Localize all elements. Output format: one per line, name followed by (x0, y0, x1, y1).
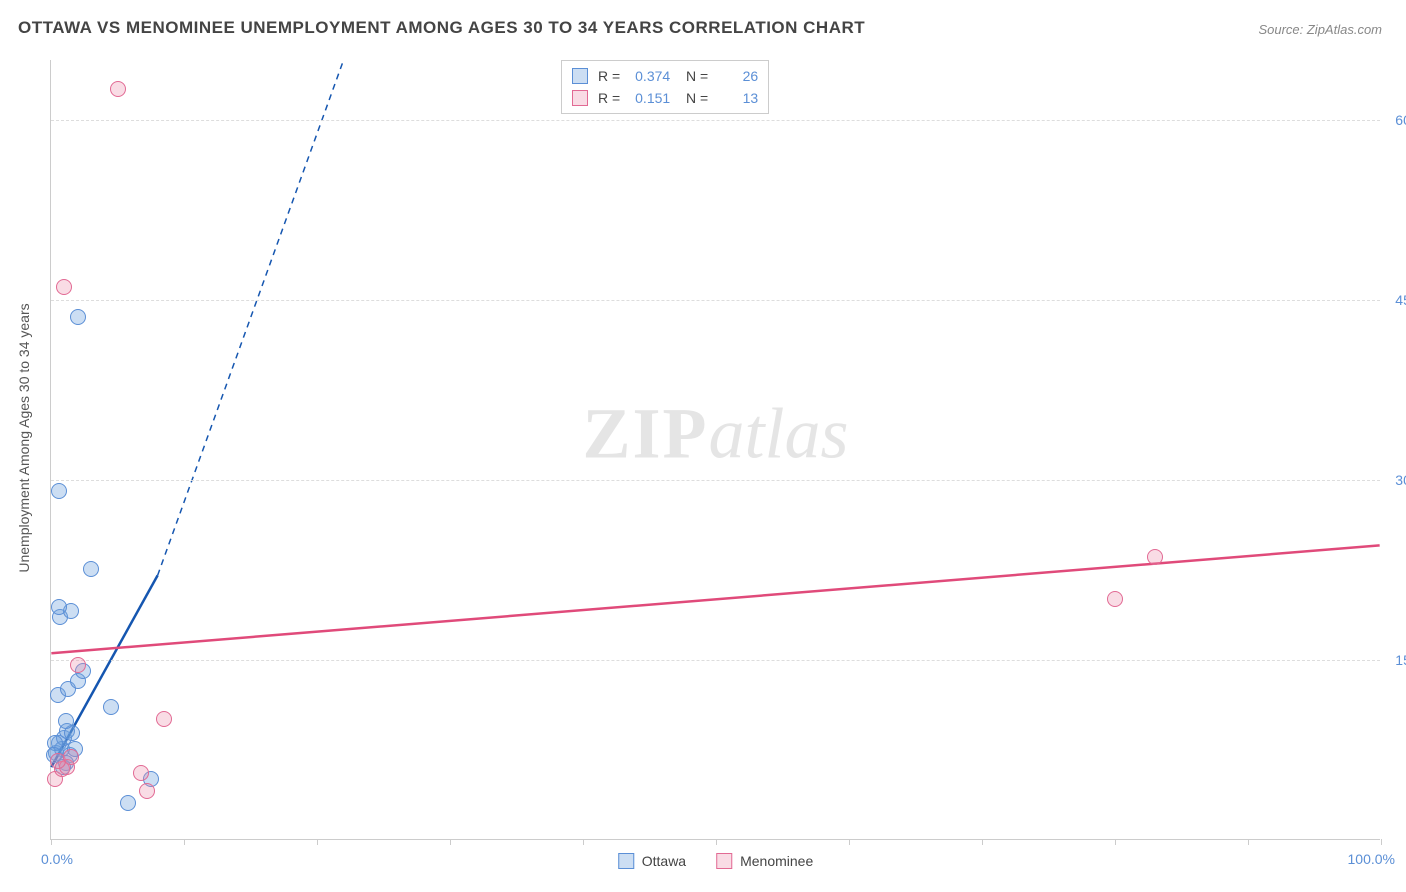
x-tick (982, 839, 983, 845)
legend-label: Ottawa (642, 853, 686, 869)
data-point-ottawa (103, 699, 119, 715)
x-tick (583, 839, 584, 845)
gridline (51, 660, 1380, 661)
x-axis-min-label: 0.0% (41, 851, 73, 867)
x-axis-max-label: 100.0% (1348, 851, 1395, 867)
legend-item-ottawa: Ottawa (618, 853, 686, 869)
stat-r-value: 0.374 (628, 65, 670, 87)
stat-n-value: 13 (716, 87, 758, 109)
stat-r-label: R = (598, 65, 620, 87)
data-point-menominee (139, 783, 155, 799)
data-point-ottawa (83, 561, 99, 577)
trendline-menominee (51, 545, 1379, 653)
stats-row-ottawa: R = 0.374 N = 26 (572, 65, 758, 87)
x-tick (716, 839, 717, 845)
stat-n-value: 26 (716, 65, 758, 87)
data-point-menominee (133, 765, 149, 781)
data-point-ottawa (120, 795, 136, 811)
legend-swatch-menominee (716, 853, 732, 869)
gridline (51, 120, 1380, 121)
stats-box: R = 0.374 N = 26 R = 0.151 N = 13 (561, 60, 769, 114)
plot-area: ZIPatlas R = 0.374 N = 26R = 0.151 N = 13 0.… (50, 60, 1380, 840)
x-tick (1115, 839, 1116, 845)
gridline (51, 300, 1380, 301)
y-tick-label: 30.0% (1385, 472, 1406, 488)
data-point-menominee (156, 711, 172, 727)
watermark-zip: ZIP (582, 393, 708, 473)
stat-n-label: N = (678, 87, 708, 109)
swatch-menominee (572, 90, 588, 106)
x-tick (51, 839, 52, 845)
x-tick (1248, 839, 1249, 845)
x-tick (849, 839, 850, 845)
data-point-menominee (1107, 591, 1123, 607)
data-point-ottawa (58, 713, 74, 729)
data-point-ottawa (70, 309, 86, 325)
chart-title: OTTAWA VS MENOMINEE UNEMPLOYMENT AMONG A… (18, 18, 865, 38)
y-tick-label: 60.0% (1385, 112, 1406, 128)
legend-swatch-ottawa (618, 853, 634, 869)
y-axis-title: Unemployment Among Ages 30 to 34 years (16, 303, 32, 572)
legend-item-menominee: Menominee (716, 853, 813, 869)
data-point-menominee (63, 749, 79, 765)
watermark-atlas: atlas (709, 393, 849, 473)
trendline-dash-ottawa (158, 60, 344, 575)
bottom-legend: Ottawa Menominee (618, 853, 814, 869)
trend-lines-svg (51, 60, 1380, 839)
stats-row-menominee: R = 0.151 N = 13 (572, 87, 758, 109)
watermark: ZIPatlas (582, 392, 848, 475)
source-label: Source: ZipAtlas.com (1258, 22, 1382, 37)
stat-n-label: N = (678, 65, 708, 87)
data-point-ottawa (51, 483, 67, 499)
gridline (51, 480, 1380, 481)
x-tick (317, 839, 318, 845)
y-tick-label: 45.0% (1385, 292, 1406, 308)
stat-r-value: 0.151 (628, 87, 670, 109)
data-point-menominee (110, 81, 126, 97)
x-tick (450, 839, 451, 845)
data-point-menominee (1147, 549, 1163, 565)
data-point-menominee (56, 279, 72, 295)
swatch-ottawa (572, 68, 588, 84)
legend-label: Menominee (740, 853, 813, 869)
stat-r-label: R = (598, 87, 620, 109)
x-tick (184, 839, 185, 845)
data-point-ottawa (51, 599, 67, 615)
data-point-menominee (70, 657, 86, 673)
x-tick (1381, 839, 1382, 845)
y-tick-label: 15.0% (1385, 652, 1406, 668)
